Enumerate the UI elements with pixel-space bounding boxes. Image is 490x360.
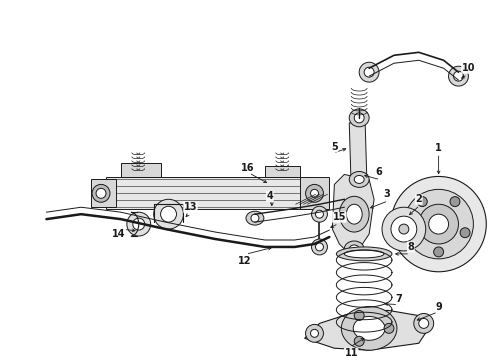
Ellipse shape xyxy=(316,243,323,251)
Text: 9: 9 xyxy=(435,302,442,311)
Ellipse shape xyxy=(348,180,368,198)
Ellipse shape xyxy=(384,323,394,333)
Ellipse shape xyxy=(354,113,364,123)
Ellipse shape xyxy=(450,197,460,207)
Ellipse shape xyxy=(460,228,470,238)
Ellipse shape xyxy=(161,206,176,222)
Polygon shape xyxy=(121,163,161,177)
Ellipse shape xyxy=(92,184,110,202)
Ellipse shape xyxy=(349,245,359,253)
Ellipse shape xyxy=(349,109,369,127)
Text: 15: 15 xyxy=(333,212,346,222)
Text: 14: 14 xyxy=(112,229,125,239)
Ellipse shape xyxy=(344,250,384,258)
Ellipse shape xyxy=(344,324,384,332)
Polygon shape xyxy=(332,175,374,254)
Ellipse shape xyxy=(434,247,443,257)
Text: 11: 11 xyxy=(344,348,358,358)
Ellipse shape xyxy=(448,66,468,86)
Ellipse shape xyxy=(429,214,448,234)
Ellipse shape xyxy=(391,216,417,242)
Ellipse shape xyxy=(96,188,106,198)
Ellipse shape xyxy=(340,196,369,232)
Ellipse shape xyxy=(364,67,374,77)
Ellipse shape xyxy=(349,171,369,187)
Ellipse shape xyxy=(306,324,323,342)
Ellipse shape xyxy=(336,321,392,335)
Text: 5: 5 xyxy=(331,141,338,152)
Polygon shape xyxy=(299,177,329,209)
Ellipse shape xyxy=(311,189,319,197)
Ellipse shape xyxy=(359,62,379,82)
Text: 7: 7 xyxy=(395,293,402,303)
Ellipse shape xyxy=(312,239,327,255)
Ellipse shape xyxy=(391,176,486,272)
Text: 10: 10 xyxy=(462,63,475,73)
Ellipse shape xyxy=(399,224,409,234)
Text: 13: 13 xyxy=(184,202,197,212)
Ellipse shape xyxy=(336,247,392,261)
Text: 1: 1 xyxy=(435,143,442,153)
Polygon shape xyxy=(106,177,310,209)
Ellipse shape xyxy=(246,211,264,225)
Ellipse shape xyxy=(419,204,459,244)
Ellipse shape xyxy=(133,218,145,230)
Text: 16: 16 xyxy=(241,162,255,172)
Ellipse shape xyxy=(342,306,397,350)
Ellipse shape xyxy=(311,329,319,337)
Ellipse shape xyxy=(404,189,473,259)
Text: 4: 4 xyxy=(267,191,273,201)
Ellipse shape xyxy=(353,184,363,194)
Ellipse shape xyxy=(312,206,327,222)
Polygon shape xyxy=(91,179,116,207)
Text: 6: 6 xyxy=(376,167,382,177)
Ellipse shape xyxy=(354,336,364,346)
Polygon shape xyxy=(265,166,299,177)
Ellipse shape xyxy=(344,241,364,257)
Ellipse shape xyxy=(346,204,362,224)
Ellipse shape xyxy=(354,175,364,183)
Ellipse shape xyxy=(382,207,426,251)
Ellipse shape xyxy=(306,184,323,202)
Ellipse shape xyxy=(316,210,323,218)
Text: 3: 3 xyxy=(384,189,391,199)
Ellipse shape xyxy=(414,314,434,333)
Polygon shape xyxy=(305,310,429,350)
Ellipse shape xyxy=(417,197,427,207)
Ellipse shape xyxy=(407,228,417,238)
Ellipse shape xyxy=(154,199,183,229)
Ellipse shape xyxy=(419,319,429,328)
Ellipse shape xyxy=(354,311,364,320)
Text: 2: 2 xyxy=(416,194,422,204)
Ellipse shape xyxy=(251,214,259,222)
Ellipse shape xyxy=(353,316,385,340)
Text: 8: 8 xyxy=(407,242,414,252)
Text: 12: 12 xyxy=(238,256,252,266)
Polygon shape xyxy=(349,123,367,189)
Ellipse shape xyxy=(454,71,464,81)
Ellipse shape xyxy=(127,212,150,236)
